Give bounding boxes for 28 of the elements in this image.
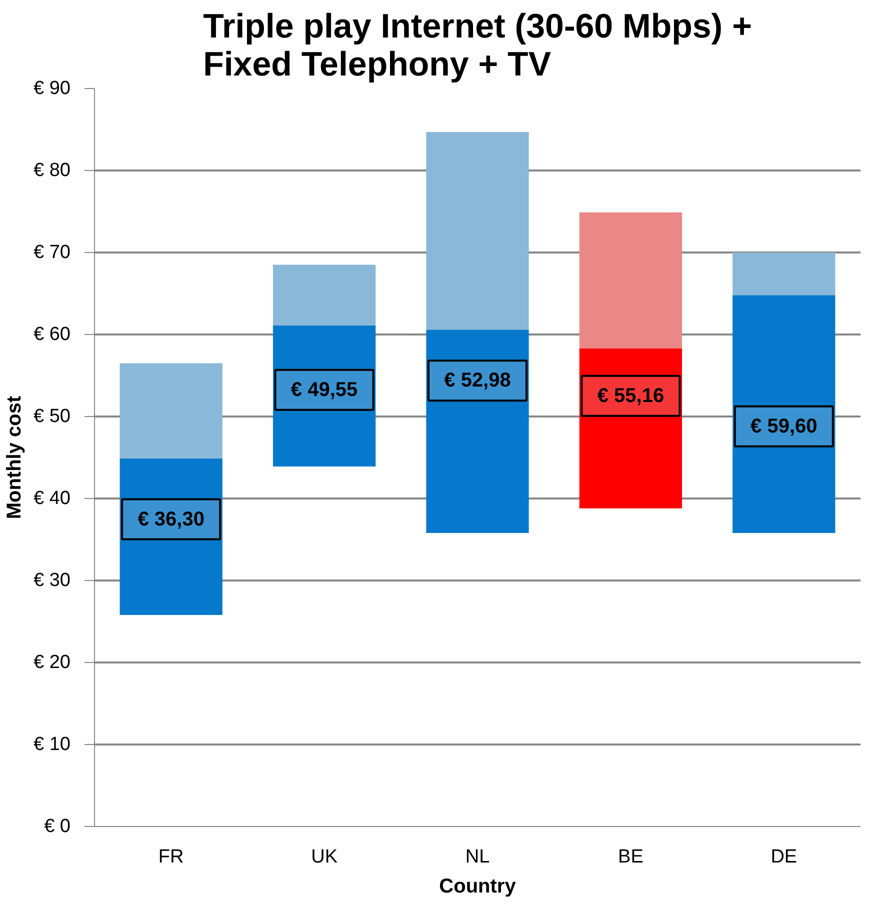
annotation: € 52,98 (444, 370, 511, 392)
bar (426, 132, 529, 330)
y-tick-label: € 20 (34, 652, 71, 673)
annotation: € 59,60 (750, 415, 818, 438)
y-tick-label: € 70 (34, 242, 71, 263)
x-axis-title: Country (439, 876, 517, 898)
bar (732, 252, 836, 296)
y-tick-label: € 90 (34, 78, 71, 99)
y-axis-title: Monthly cost (4, 395, 26, 520)
x-tick-label: UK (311, 846, 338, 868)
y-tick-label: € 30 (34, 570, 71, 591)
annotation: € 36,30 (138, 508, 204, 530)
bar (272, 264, 376, 326)
y-tick-label: € 60 (34, 324, 71, 345)
annotation: € 49,55 (290, 378, 358, 401)
annotation: € 55,16 (597, 384, 664, 407)
chart-title: Triple play Internet (30-60 Mbps) + Fixed Telephony + TV (203, 8, 752, 84)
y-tick-label: € 50 (34, 406, 71, 427)
x-tick-label: DE (770, 846, 798, 868)
y-tick-label: € 80 (34, 160, 71, 181)
y-tick-label: € 10 (34, 734, 71, 755)
x-tick-label: FR (158, 846, 184, 868)
y-tick-label: € 40 (34, 488, 71, 509)
bar (120, 363, 222, 458)
x-tick-label: NL (465, 846, 490, 868)
y-tick-label: € 0 (44, 816, 71, 837)
bar (579, 212, 682, 348)
x-tick-label: BE (618, 846, 644, 868)
